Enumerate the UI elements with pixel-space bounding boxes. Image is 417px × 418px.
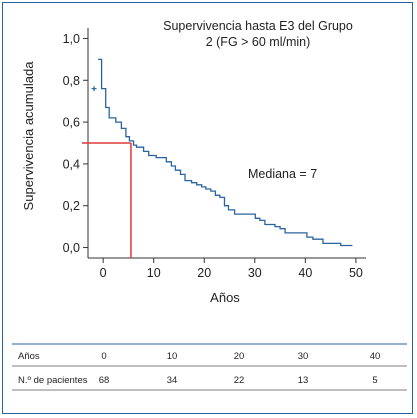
censor-marker [91, 86, 97, 92]
risk-table-cell: 40 [370, 351, 381, 362]
y-tick-label: 0,8 [63, 74, 80, 88]
y-tick-label: 1,0 [63, 32, 80, 46]
risk-table-cell: 10 [167, 351, 178, 362]
median-annotation: Mediana = 7 [248, 167, 317, 181]
risk-table-cell: 68 [99, 375, 110, 386]
risk-table-row-label: N.º de pacientes [18, 375, 88, 386]
risk-table-cell: 34 [167, 375, 178, 386]
x-tick-label: 20 [197, 266, 211, 280]
x-tick-label: 50 [349, 266, 363, 280]
risk-table-row-label: Años [18, 351, 40, 362]
x-tick-label: 40 [298, 266, 312, 280]
risk-table-cell: 20 [234, 351, 245, 362]
y-tick-label: 0,6 [63, 116, 80, 130]
risk-table-cell: 22 [234, 375, 245, 386]
figure-frame [2, 2, 413, 414]
x-tick-label: 10 [147, 266, 161, 280]
x-axis-label: Años [210, 290, 240, 305]
x-tick-label: 30 [248, 266, 262, 280]
x-tick-label: 0 [100, 266, 107, 280]
risk-table-cell: 30 [298, 351, 309, 362]
chart-title-line-1: Supervivencia hasta E3 del Grupo [163, 19, 353, 33]
risk-table-cell: 13 [298, 375, 309, 386]
y-tick-label: 0,2 [63, 199, 80, 213]
y-axis-label: Supervivencia acumulada [21, 61, 36, 211]
y-tick-label: 0,4 [63, 157, 80, 171]
chart-title-line-2: 2 (FG > 60 ml/min) [206, 35, 311, 49]
risk-table-cell: 5 [372, 375, 377, 386]
survival-curve [98, 58, 353, 247]
y-tick-label: 0,0 [63, 241, 80, 255]
risk-table-cell: 0 [101, 351, 106, 362]
